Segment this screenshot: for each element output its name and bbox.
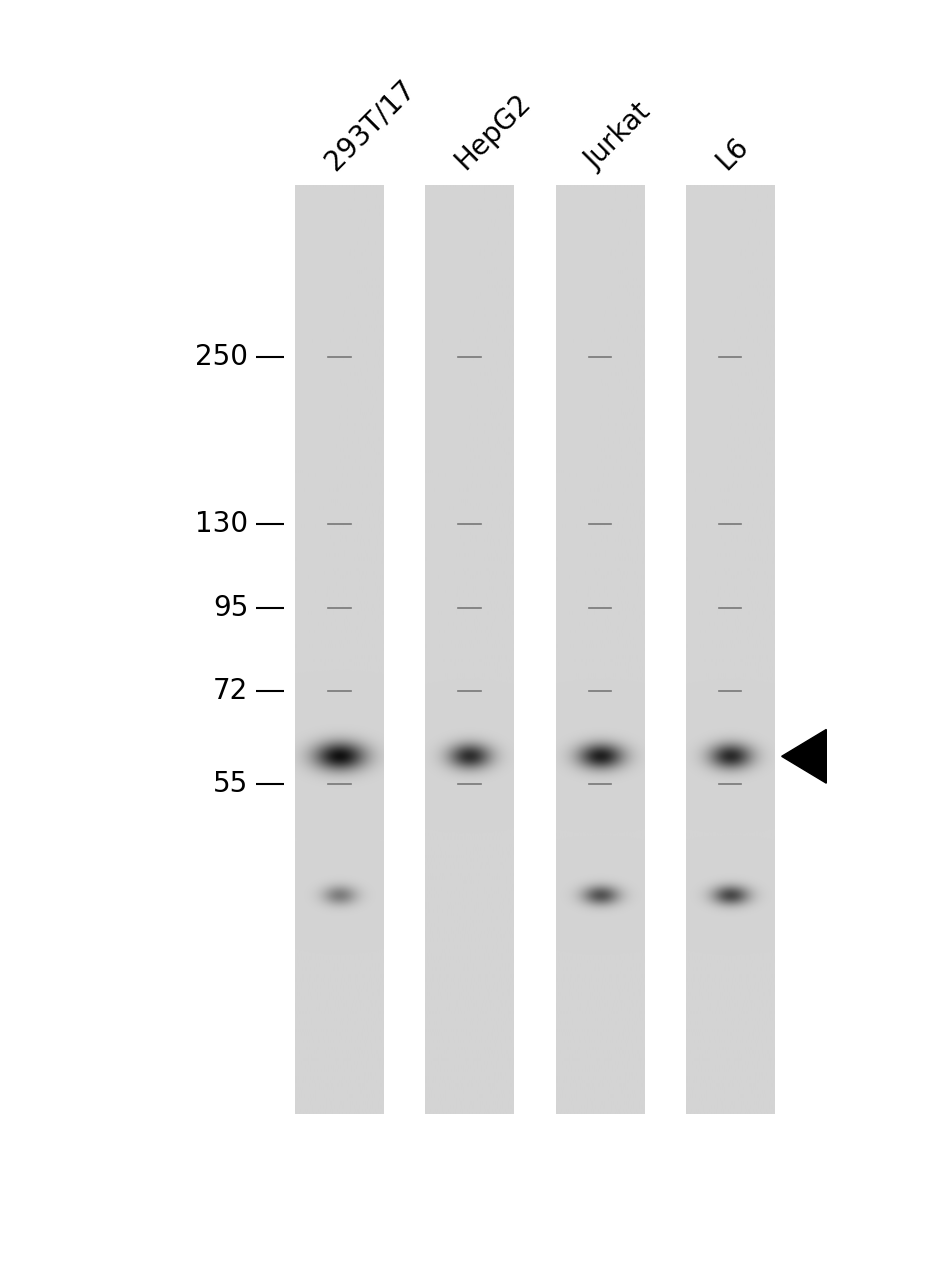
Text: L6: L6 [711,132,753,175]
Bar [685,186,774,1114]
Bar [295,186,383,1114]
Text: 130: 130 [195,511,248,539]
Text: 293T/17: 293T/17 [320,74,420,175]
Text: 72: 72 [213,677,248,705]
Text: HepG2: HepG2 [450,88,537,175]
Polygon shape [781,730,826,783]
Text: Jurkat: Jurkat [580,99,657,175]
Text: 95: 95 [213,594,248,622]
Text: 55: 55 [213,771,248,799]
Bar [426,186,513,1114]
Bar [555,186,644,1114]
Text: 250: 250 [195,343,248,371]
